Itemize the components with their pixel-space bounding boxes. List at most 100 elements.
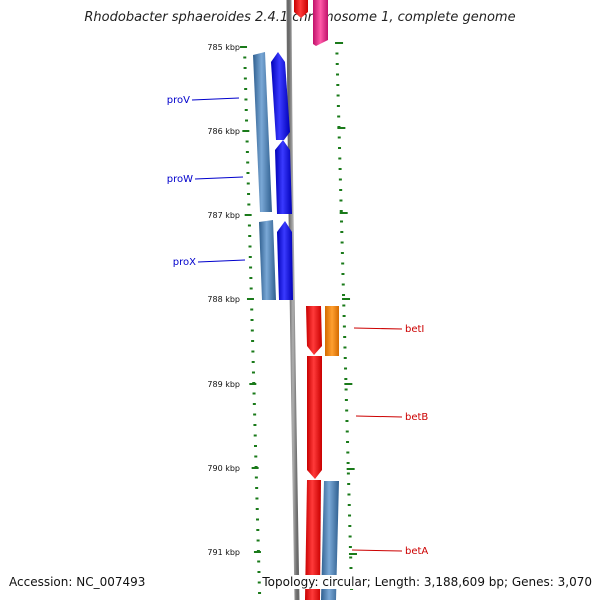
tick-mark: [346, 441, 350, 443]
gene-feature-steel-1[interactable]: [253, 52, 272, 212]
tick-mark: [341, 283, 345, 286]
tick-mark: [257, 560, 261, 563]
tick-mark: [247, 203, 251, 206]
gene-feature-betI[interactable]: [325, 306, 339, 356]
scale-label: 788 kbp: [207, 295, 240, 304]
right-tick-track: [335, 42, 357, 590]
tick-mark: [338, 178, 342, 181]
tick-mark: [251, 361, 255, 363]
tick-mark: [245, 119, 249, 122]
gene-feature-top-red[interactable]: [294, 0, 308, 18]
gene-arrow-proX[interactable]: [277, 221, 293, 300]
tick-mark: [243, 56, 247, 59]
major-tick-mark: [249, 383, 257, 385]
tick-mark: [249, 277, 253, 279]
major-tick-mark: [348, 553, 357, 555]
tick-mark: [335, 52, 339, 55]
major-tick-mark: [337, 127, 346, 129]
tick-mark: [255, 497, 259, 500]
gene-label-betA[interactable]: betA: [405, 546, 428, 557]
tick-mark: [243, 67, 247, 69]
gene-feature-steel-3[interactable]: [321, 481, 339, 600]
page-title: Rhodobacter sphaeroides 2.4.1 chromosome…: [84, 10, 516, 25]
tick-mark: [341, 273, 345, 275]
tick-mark: [256, 529, 260, 531]
tick-mark: [252, 392, 256, 395]
gene-arrow-betA[interactable]: [305, 480, 321, 600]
tick-mark: [343, 357, 347, 359]
leader-line: [351, 549, 403, 552]
tick-mark: [248, 235, 252, 237]
tick-mark: [249, 287, 253, 290]
tick-mark: [348, 514, 352, 517]
tick-mark: [251, 340, 255, 342]
tick-mark: [257, 571, 261, 573]
tick-mark: [340, 220, 344, 223]
leader-line: [353, 327, 403, 330]
gene-label-proX[interactable]: proX: [173, 257, 196, 268]
gene-arrow-betB[interactable]: [306, 306, 322, 355]
major-tick-mark: [244, 214, 252, 216]
major-tick-mark: [242, 130, 250, 132]
tick-mark: [342, 325, 346, 328]
tick-mark: [246, 172, 250, 174]
tick-mark: [346, 462, 350, 464]
tick-mark: [245, 151, 249, 153]
tick-mark: [344, 367, 348, 370]
gene-arrow-red-2[interactable]: [307, 356, 322, 479]
tick-mark: [339, 199, 343, 202]
gene-feature-steel-2[interactable]: [259, 220, 276, 300]
tick-mark: [347, 504, 351, 506]
tick-mark: [339, 210, 343, 212]
gene-label-betB[interactable]: betB: [405, 412, 428, 423]
tick-mark: [255, 508, 259, 510]
tick-mark: [250, 329, 254, 332]
tick-mark: [340, 252, 344, 254]
tick-mark: [341, 262, 345, 265]
tick-mark: [335, 63, 339, 65]
tick-mark: [254, 476, 258, 479]
tick-mark: [340, 231, 344, 233]
major-tick-mark: [253, 551, 261, 553]
tick-mark: [348, 546, 352, 548]
tick-mark: [342, 315, 346, 317]
gene-label-proV[interactable]: proV: [167, 95, 190, 106]
tick-mark: [343, 346, 347, 349]
accession-label: Accession: NC_007493: [9, 575, 146, 589]
gene-arrow-proW[interactable]: [275, 140, 292, 214]
tick-mark: [347, 493, 351, 496]
scale-label: 791 kbp: [207, 548, 240, 557]
tick-mark: [342, 294, 346, 296]
major-tick-mark: [240, 46, 248, 48]
major-tick-mark: [344, 383, 353, 385]
gene-label-proW[interactable]: proW: [167, 174, 193, 185]
tick-mark: [344, 399, 348, 401]
tick-mark: [345, 420, 349, 422]
tick-mark: [337, 115, 341, 118]
tick-mark: [250, 308, 254, 311]
tick-mark: [244, 88, 248, 90]
tick-mark: [244, 109, 248, 111]
tick-mark: [253, 413, 257, 416]
tick-mark: [336, 105, 340, 107]
major-tick-mark: [335, 42, 344, 44]
tick-mark: [247, 224, 251, 227]
scale-labels: 785 kbp 786 kbp 787 kbp 788 kbp 789 kbp 790 k…: [207, 43, 261, 557]
tick-mark: [349, 556, 353, 559]
tick-mark: [252, 403, 256, 405]
scale-label: 785 kbp: [207, 43, 240, 52]
gene-label-betI[interactable]: betI: [405, 324, 424, 335]
scale-label: 790 kbp: [207, 464, 240, 473]
tick-mark: [344, 388, 348, 391]
gene-arrow-proV[interactable]: [271, 52, 290, 140]
scale-label: 786 kbp: [207, 127, 240, 136]
tick-mark: [251, 371, 255, 374]
gene-feature-top-magenta[interactable]: [313, 0, 328, 46]
tick-mark: [250, 319, 254, 321]
tick-mark: [348, 535, 352, 538]
major-tick-mark: [342, 298, 351, 300]
leader-line: [194, 176, 244, 180]
tick-mark: [343, 336, 347, 338]
tick-mark: [342, 304, 346, 307]
